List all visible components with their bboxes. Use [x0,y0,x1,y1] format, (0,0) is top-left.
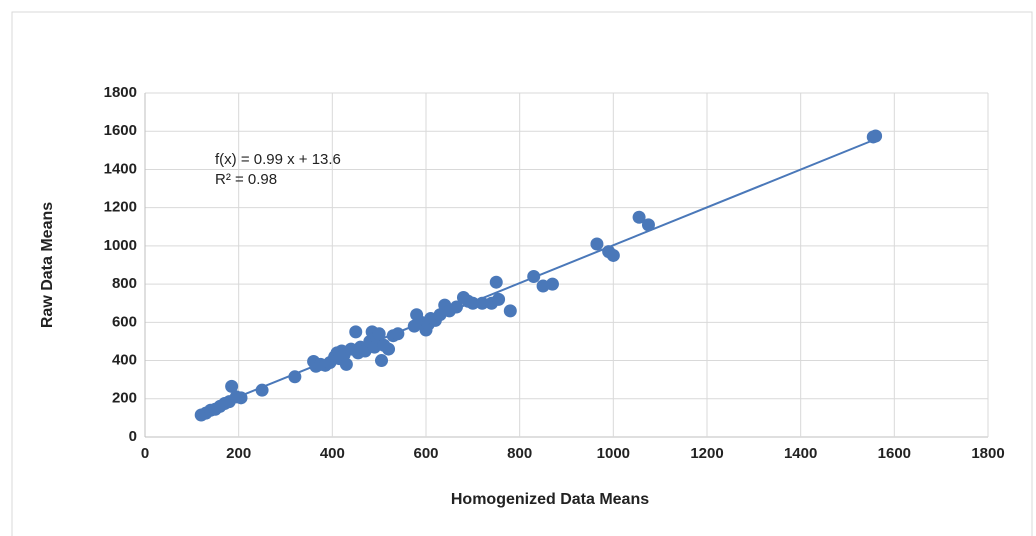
annotation: R² = 0.98 [215,171,277,188]
point [632,210,646,224]
point [234,391,248,405]
point [641,218,655,232]
point [475,296,489,310]
point [606,248,620,262]
point [372,327,386,341]
point [527,269,541,283]
point [590,237,604,251]
x-tick-label: 1600 [878,445,911,462]
x-axis-title: Homogenized Data Means [451,491,649,508]
x-tick-label: 1800 [971,445,1004,462]
x-tick-label: 200 [226,445,251,462]
y-tick-label: 200 [112,390,137,407]
point [225,379,239,393]
point [382,342,396,356]
x-tick-label: 600 [413,445,438,462]
y-tick-label: 1400 [104,160,137,177]
point [545,277,559,291]
y-tick-label: 600 [112,313,137,330]
point [449,300,463,314]
x-tick-label: 0 [141,445,149,462]
annotation: f(x) = 0.99 x + 13.6 [215,151,341,168]
point [349,325,363,339]
y-tick-label: 1200 [104,199,137,216]
point [339,357,353,371]
point [492,292,506,306]
x-tick-label: 1400 [784,445,817,462]
point [869,129,883,143]
y-tick-label: 1000 [104,237,137,254]
point [375,354,389,368]
point [489,275,503,289]
y-tick-label: 1800 [104,84,137,101]
point [503,304,517,318]
point [466,296,480,310]
y-tick-label: 0 [129,428,137,445]
x-tick-label: 800 [507,445,532,462]
point [255,383,269,397]
point [288,370,302,384]
x-tick-label: 1200 [690,445,723,462]
y-axis-title: Raw Data Means [39,202,56,328]
x-tick-label: 400 [320,445,345,462]
y-tick-label: 1600 [104,122,137,139]
x-tick-label: 1000 [597,445,630,462]
point [391,327,405,341]
y-tick-label: 800 [112,275,137,292]
y-tick-label: 400 [112,352,137,369]
chart-frame [11,11,1033,536]
